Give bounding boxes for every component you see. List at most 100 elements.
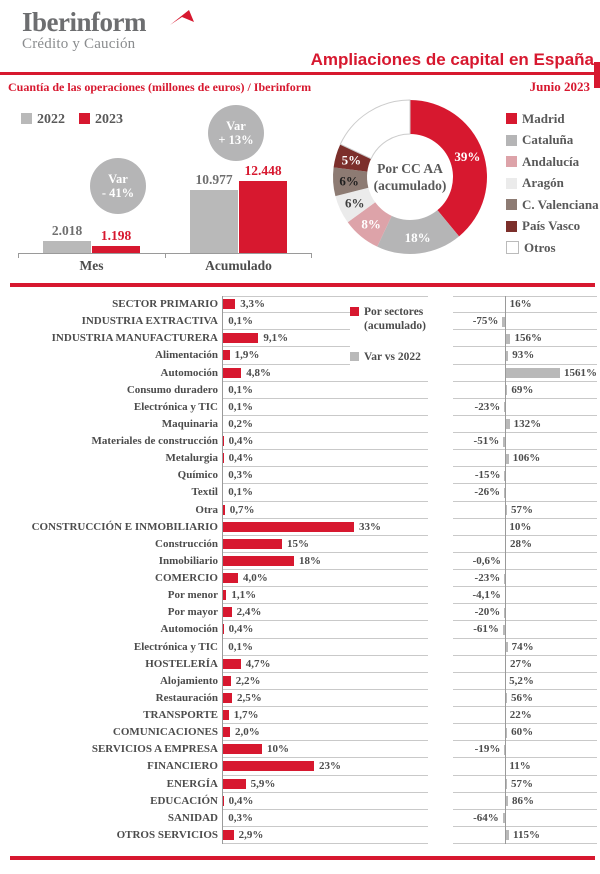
amount-bar-chart: 2022 2023 Var - 41% Var + 13% 2.018 1.198… (0, 100, 325, 282)
sector-var-cell: -20% (453, 604, 597, 622)
sector-label: Alojamiento (159, 674, 218, 687)
sector-label: SECTOR PRIMARIO (112, 298, 218, 310)
sector-var-cell: 115% (453, 827, 597, 844)
sector-row: Automoción 0,4% -61% (0, 621, 600, 639)
sector-bar (222, 367, 242, 378)
legend-swatch-2022 (21, 113, 32, 124)
sector-pct-label: 2,5% (237, 691, 262, 704)
var-value-label: 5,2% (509, 674, 534, 687)
var-bar (505, 830, 510, 841)
sector-pct-label: 10% (267, 743, 289, 756)
legend-item-Andalucía: Andalucía (506, 151, 599, 173)
bar-2023-Acumulado (239, 181, 287, 253)
report-date: Junio 2023 (529, 79, 590, 94)
sector-row: SANIDAD 0,3% -64% (0, 810, 600, 827)
sector-var-cell: 57% (453, 502, 597, 519)
sector-bar-cell: 0,3% (222, 467, 428, 485)
sector-pct-label: 0,4% (228, 452, 254, 465)
sector-bar-cell: 1,1% (222, 587, 428, 605)
sector-row: Metalurgia 0,4% 106% (0, 450, 600, 468)
sector-label: Por mayor (167, 606, 218, 619)
sector-label: Textil (191, 486, 219, 499)
sector-pct-label: 2,0% (235, 726, 260, 739)
section-divider (10, 283, 595, 287)
sector-var-cell: 93% (453, 347, 597, 365)
sector-pct-label: 23% (319, 760, 341, 773)
sector-var-cell: -23% (453, 570, 597, 588)
sector-pct-label: 0,4% (228, 794, 254, 807)
sector-bar-cell: 2,2% (222, 673, 428, 690)
var-value-label: 11% (509, 760, 531, 773)
sector-var-cell: 5,2% (453, 673, 597, 690)
brand-subtitle: Crédito y Caución (22, 36, 136, 52)
sector-pct-label: 18% (299, 554, 321, 567)
var-bar (505, 350, 509, 361)
sector-var-cell: 27% (453, 656, 597, 673)
var-value-label: -20% (474, 606, 501, 619)
sector-var-cell: -19% (453, 741, 597, 759)
iberinform-logo: Iberinform Crédito y Caución (22, 8, 194, 52)
category-label-mes: Mes (79, 258, 104, 273)
sector-bar-cell: 5,9% (222, 776, 428, 793)
sector-bar-cell: 1,9% (222, 347, 428, 365)
var-bar (505, 779, 507, 789)
var-value-label: 57% (511, 777, 533, 790)
sector-pct-label: 0,7% (229, 503, 255, 516)
sector-var-cell: -15% (453, 467, 597, 485)
donut-center-label: (acumulado) (374, 178, 447, 193)
var-value-label: -26% (474, 486, 501, 499)
sector-row: HOSTELERÍA 4,7% 27% (0, 656, 600, 673)
var-bar (505, 419, 510, 430)
sector-bar-cell: 2,9% (222, 827, 428, 844)
sector-label: Alimentación (155, 349, 218, 362)
sector-bar (222, 555, 294, 566)
sector-row: Electrónica y TIC 0,1% -23% (0, 399, 600, 416)
sector-pct-label: 0,1% (228, 383, 253, 396)
sector-bar-cell: 4,0% (222, 570, 428, 588)
sector-row: OTROS SERVICIOS 2,9% 115% (0, 827, 600, 844)
sector-label: EDUCACIÓN (150, 794, 218, 807)
var-value-label: 10% (509, 520, 532, 533)
sector-row: FINANCIERO 23% 11% (0, 758, 600, 776)
sector-bar-cell: 2,5% (222, 690, 428, 707)
var-bar (503, 436, 505, 447)
bar-2022-Acumulado (190, 190, 238, 253)
sector-row: Alojamiento 2,2% 5,2% (0, 673, 600, 690)
sector-pct-label: 4,8% (246, 366, 271, 379)
sector-var-cell: 22% (453, 707, 597, 725)
sector-var-cell: 10% (453, 519, 597, 536)
bar-panel-topline (222, 296, 428, 297)
sector-row: CONSTRUCCIÓN E INMOBILIARIO 33% 10% (0, 519, 600, 536)
sector-var-cell: 156% (453, 330, 597, 348)
sector-bar-cell: 3,3% (222, 296, 428, 314)
sector-row: EDUCACIÓN 0,4% 86% (0, 793, 600, 810)
sector-var-cell: -61% (453, 621, 597, 639)
sector-bar (222, 350, 230, 361)
page-title: Ampliaciones de capital en España (310, 50, 594, 69)
sector-label: SERVICIOS A EMPRESA (91, 743, 218, 756)
var-panel-topline (453, 296, 597, 297)
sector-bar (222, 658, 241, 669)
var-bubble-acumulado: Var + 13% (208, 105, 264, 161)
section-subtitle: Cuantía de las operaciones (millones de … (8, 80, 312, 94)
var-value-label: 22% (509, 709, 532, 721)
var-bar (505, 333, 511, 344)
sector-bar-cell: 2,4% (222, 604, 428, 622)
sector-bar-cell: 0,3% (222, 810, 428, 827)
sector-bar (222, 727, 230, 738)
sector-row: SECTOR PRIMARIO 3,3% 16% (0, 296, 600, 314)
region-donut-chart: 39% 18% 8% 6% 6% 5% Por CC AA (acumulado) (333, 99, 487, 254)
sector-pct-label: 0,3% (228, 469, 253, 482)
sector-var-cell: 56% (453, 690, 597, 707)
sector-rows: SECTOR PRIMARIO 3,3% 16% INDUSTRIA EXTRACTI… (0, 296, 600, 844)
bar-value-label: 10.977 (195, 172, 233, 187)
sector-var-cell: -23% (453, 399, 597, 416)
var-value-label: -64% (473, 811, 499, 824)
sector-bar-cell: 0,7% (222, 502, 428, 519)
legend-swatch (506, 241, 519, 255)
legend-swatch-sectores (350, 307, 359, 316)
var-bar (505, 727, 508, 738)
var-bar (502, 624, 505, 635)
sector-bar (222, 829, 234, 840)
sector-var-cell: 106% (453, 450, 597, 468)
